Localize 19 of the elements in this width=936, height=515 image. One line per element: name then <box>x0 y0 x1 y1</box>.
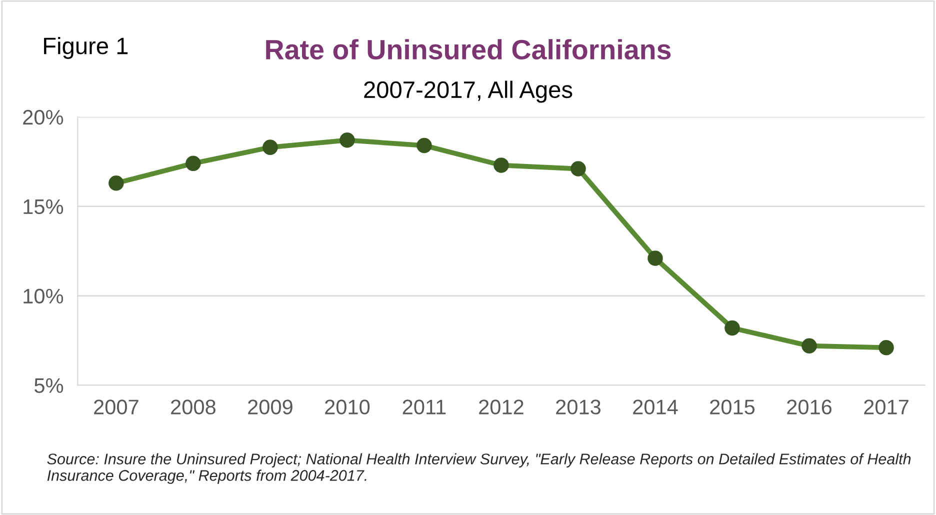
chart-subtitle: 2007-2017, All Ages <box>364 80 572 103</box>
x-tick-label: 2008 <box>171 400 216 414</box>
source-note: Source: Insure the Uninsured Project; National Health Interview Survey, "Early Release Reports on Detailed Estimates of Health Insurance Coverage," Reports from 2004-2017. <box>47 453 911 484</box>
x-tick-label: 2015 <box>710 400 755 414</box>
x-tick-label: 2009 <box>248 400 292 414</box>
x-tick-label: 2010 <box>325 400 370 414</box>
y-tick-label: 5% <box>34 378 64 393</box>
x-tick-label: 2017 <box>864 400 908 414</box>
y-tick-label: 10% <box>24 288 64 304</box>
x-tick-label: 2014 <box>633 400 678 414</box>
y-tick-label: 15% <box>24 199 64 214</box>
x-tick-label: 2012 <box>479 400 524 414</box>
x-tick-label: 2016 <box>787 400 832 414</box>
x-tick-label: 2011 <box>402 400 446 414</box>
caption: Figure 1 <box>44 36 128 59</box>
y-tick-label: 20% <box>23 110 64 125</box>
x-tick-label: 2013 <box>556 400 600 414</box>
x-tick-label: 2007 <box>94 400 138 414</box>
chart-title: Rate of Uninsured Californians <box>266 39 671 60</box>
